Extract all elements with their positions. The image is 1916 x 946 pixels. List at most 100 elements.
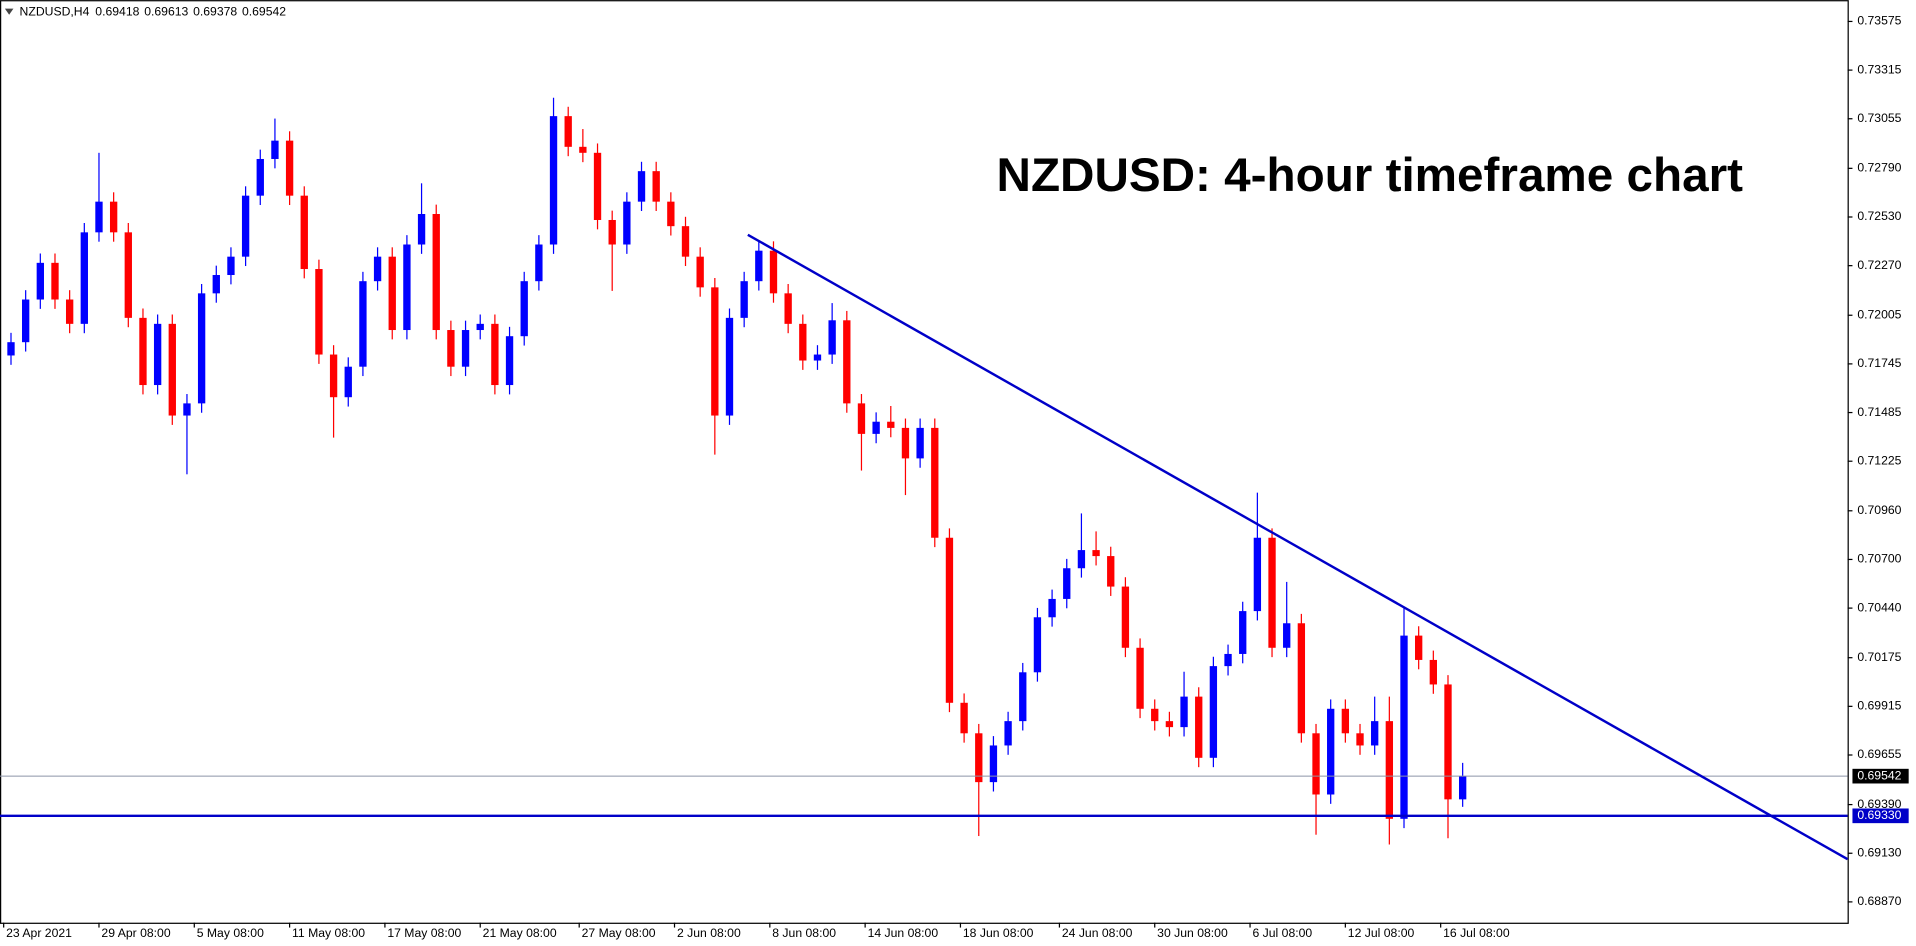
y-tick-label: 0.72790: [1857, 161, 1901, 175]
x-tick-label: 18 Jun 08:00: [963, 926, 1034, 940]
candle-body: [461, 330, 470, 367]
y-tick-label: 0.73055: [1857, 111, 1901, 125]
candle-body: [1195, 696, 1203, 758]
candle-body: [373, 256, 382, 282]
candle-body: [36, 262, 44, 300]
x-tick-label: 2 Jun 08:00: [677, 926, 741, 940]
candle-body: [1297, 623, 1306, 734]
y-tick-label: 0.73315: [1857, 62, 1901, 76]
candle-body: [417, 214, 426, 245]
candle-body: [153, 323, 162, 386]
x-tick-label: 30 Jun 08:00: [1157, 926, 1228, 940]
candle-body: [1019, 672, 1027, 722]
candle-body: [1033, 617, 1042, 673]
candle-body: [813, 354, 822, 361]
candle-body: [7, 342, 15, 356]
y-tick-label: 0.69390: [1857, 797, 1901, 811]
candle-body: [197, 293, 206, 404]
candle-body: [1121, 586, 1130, 648]
candle-body: [711, 287, 719, 416]
candle-body: [1151, 708, 1159, 722]
candle-body: [447, 330, 455, 367]
candle-body: [168, 323, 176, 416]
x-tick-label: 16 Jul 08:00: [1443, 926, 1510, 940]
price-label-box: [1852, 768, 1909, 784]
candle-body: [1327, 708, 1335, 795]
candle-body: [1092, 550, 1100, 557]
candle-body: [1136, 647, 1144, 709]
candle-body: [388, 256, 396, 331]
candle-body: [95, 201, 103, 233]
candle-body: [139, 317, 147, 386]
candle-body: [535, 244, 543, 282]
x-tick-label: 27 May 08:00: [582, 926, 656, 940]
candle-body: [696, 256, 704, 288]
candle-body: [681, 226, 690, 257]
candle-body: [1224, 653, 1232, 667]
quote-value: 0.69378: [193, 5, 237, 19]
y-tick-label: 0.72005: [1857, 307, 1901, 321]
candle-body: [329, 354, 338, 398]
candle-body: [476, 323, 484, 331]
candle-body: [183, 403, 191, 416]
candle-body: [975, 733, 983, 783]
candle-body: [725, 317, 734, 416]
candle-body: [1283, 623, 1291, 648]
candle-body: [989, 745, 998, 783]
candle-body: [579, 146, 587, 153]
candle-body: [755, 250, 763, 282]
price-label: 0.69542: [1857, 768, 1901, 782]
candle-body: [80, 232, 88, 324]
candle-body: [21, 299, 30, 343]
candle-body: [887, 421, 895, 428]
price-label-box: [1852, 808, 1909, 824]
candle-body: [1356, 733, 1364, 746]
candle-body: [65, 299, 74, 324]
candle-body: [784, 293, 792, 324]
candle-body: [1371, 721, 1379, 746]
x-tick-label: 24 Jun 08:00: [1062, 926, 1133, 940]
candle-body: [1429, 659, 1437, 685]
x-tick-label: 23 Apr 2021: [6, 926, 72, 940]
candle-body: [1268, 537, 1276, 648]
candle-body: [1209, 666, 1218, 758]
y-tick-label: 0.71225: [1857, 453, 1901, 467]
candle-body: [1004, 721, 1012, 746]
y-tick-label: 0.73575: [1857, 14, 1901, 28]
x-tick-label: 29 Apr 08:00: [101, 926, 170, 940]
candle-body: [1400, 635, 1408, 819]
quote-value: 0.69418: [95, 5, 139, 19]
candle-body: [520, 281, 528, 337]
candle-body: [637, 171, 646, 202]
candle-body: [285, 140, 294, 196]
candle-body: [931, 427, 939, 538]
symbol: NZDUSD,H4: [20, 5, 90, 19]
candle-body: [256, 158, 264, 196]
candle-body: [227, 256, 235, 276]
candle-body: [1239, 611, 1247, 654]
candle-body: [1048, 598, 1056, 618]
x-tick-label: 14 Jun 08:00: [868, 926, 939, 940]
candle-body: [300, 195, 308, 270]
symbol-icon: [4, 8, 14, 15]
candle-body: [432, 214, 440, 331]
quote-value: 0.69542: [242, 5, 286, 19]
candle-body: [549, 116, 558, 245]
candle-body: [799, 323, 807, 361]
candle-body: [403, 244, 411, 331]
candle-body: [564, 116, 572, 147]
candle-body: [857, 403, 866, 434]
y-tick-label: 0.69130: [1857, 845, 1901, 859]
y-tick-label: 0.72530: [1857, 209, 1901, 223]
x-tick-label: 21 May 08:00: [483, 926, 557, 940]
chart-title: NZDUSD: 4-hour timeframe chart: [997, 149, 1744, 202]
candle-body: [51, 262, 59, 300]
candle-body: [344, 366, 352, 398]
candle-body: [1107, 556, 1115, 587]
candle-body: [1165, 721, 1174, 728]
y-tick-label: 0.69655: [1857, 747, 1901, 761]
price-label: 0.69330: [1857, 808, 1901, 822]
candle-body: [1063, 568, 1071, 599]
candle-body: [740, 281, 748, 318]
